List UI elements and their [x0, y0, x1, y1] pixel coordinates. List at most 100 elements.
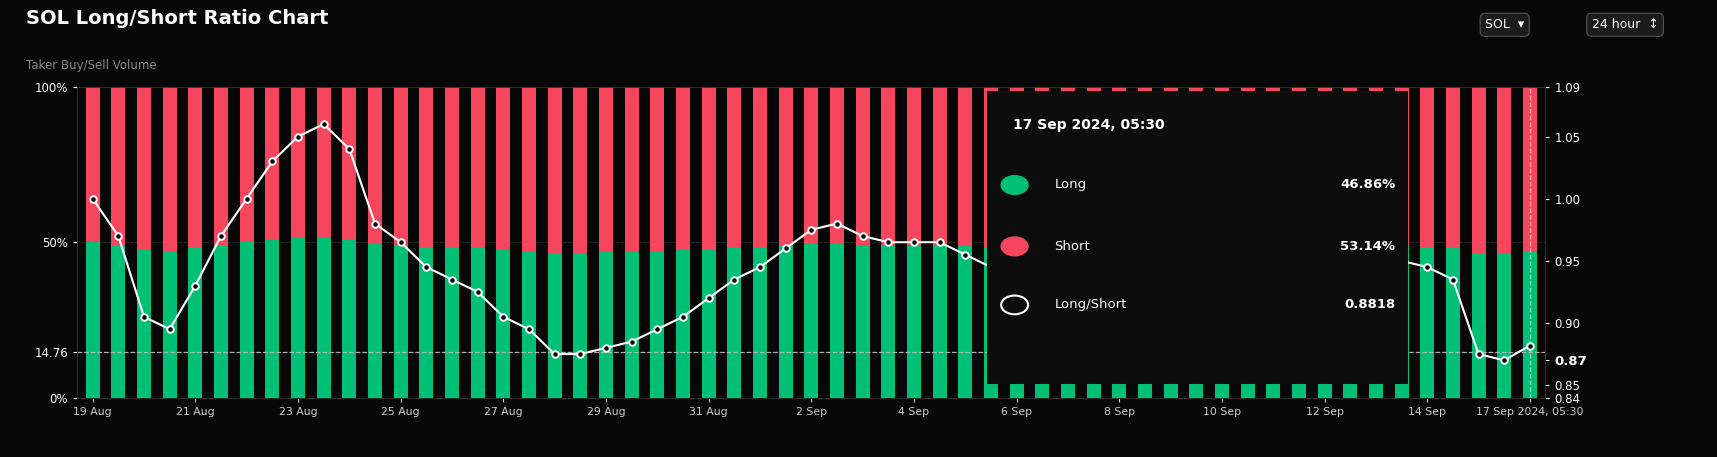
Text: SOL  ▾: SOL ▾ — [1485, 18, 1525, 31]
Point — [951, 251, 979, 258]
Bar — [1368, 87, 1382, 247]
Bar — [112, 244, 125, 398]
Bar — [778, 245, 793, 398]
Point — [208, 232, 235, 239]
Text: Taker Buy/Sell Volume: Taker Buy/Sell Volume — [26, 59, 156, 72]
Bar — [1291, 87, 1307, 249]
Bar — [599, 87, 613, 252]
Bar — [728, 247, 742, 398]
Bar — [1087, 87, 1101, 244]
Bar — [1113, 242, 1126, 398]
Point — [489, 313, 517, 320]
Bar — [496, 87, 510, 250]
Bar — [573, 87, 587, 253]
Bar — [316, 238, 331, 398]
Point — [182, 282, 209, 289]
Bar — [1010, 248, 1023, 398]
Bar — [1343, 251, 1358, 398]
Bar — [599, 252, 613, 398]
Bar — [778, 87, 793, 245]
Point — [438, 276, 465, 283]
Bar — [1164, 240, 1178, 398]
Bar — [393, 87, 407, 245]
Bar — [1138, 87, 1152, 241]
Text: Short: Short — [1054, 240, 1090, 253]
Bar — [290, 239, 306, 398]
Bar — [1035, 249, 1049, 398]
Text: 17 Sep 2024, 05:30: 17 Sep 2024, 05:30 — [1013, 118, 1164, 132]
Bar — [1523, 87, 1537, 252]
Bar — [137, 250, 151, 398]
Bar — [1471, 87, 1485, 253]
Bar — [1190, 87, 1204, 239]
Point — [105, 232, 132, 239]
Bar — [984, 87, 998, 247]
Bar — [1497, 87, 1511, 253]
Point — [1209, 170, 1236, 177]
Bar — [907, 245, 920, 398]
Bar — [367, 87, 383, 244]
Bar — [137, 87, 151, 250]
Point — [567, 351, 594, 358]
Point — [695, 294, 723, 302]
Point — [1516, 342, 1544, 349]
Bar — [651, 87, 664, 251]
Text: 46.86%: 46.86% — [1339, 179, 1396, 191]
Bar — [419, 87, 433, 247]
Bar — [1523, 252, 1537, 398]
Point — [1106, 195, 1133, 202]
Text: 53.14%: 53.14% — [1341, 240, 1396, 253]
Bar — [264, 240, 280, 398]
Bar — [573, 253, 587, 398]
Bar — [445, 247, 458, 398]
Bar — [1471, 253, 1485, 398]
Bar — [496, 250, 510, 398]
Point — [464, 288, 491, 296]
Bar — [676, 87, 690, 250]
Point — [79, 195, 106, 202]
Bar — [1240, 87, 1255, 243]
Point — [977, 263, 1004, 271]
Point — [874, 239, 901, 246]
Bar — [163, 251, 177, 398]
Bar — [522, 87, 536, 251]
Bar — [1010, 87, 1023, 248]
Bar — [829, 87, 845, 244]
Bar — [316, 87, 331, 238]
Point — [1260, 251, 1288, 258]
Bar — [240, 242, 254, 398]
Bar — [1420, 87, 1434, 247]
Bar — [1113, 87, 1126, 242]
Bar — [1317, 87, 1332, 250]
Point — [925, 239, 953, 246]
Bar — [445, 87, 458, 247]
Bar — [1420, 247, 1434, 398]
Text: Long: Long — [1054, 179, 1087, 191]
Bar — [651, 251, 664, 398]
Bar — [215, 244, 228, 398]
Bar — [470, 87, 484, 248]
Point — [747, 263, 774, 271]
Bar — [752, 247, 767, 398]
Point — [156, 325, 184, 333]
Bar — [1240, 243, 1255, 398]
Point — [285, 133, 312, 140]
Point — [1413, 263, 1441, 271]
Point — [670, 313, 697, 320]
Point — [1286, 301, 1314, 308]
Bar — [752, 87, 767, 247]
Point — [644, 325, 671, 333]
Bar — [264, 87, 280, 240]
Point — [1132, 170, 1159, 177]
Bar — [855, 87, 871, 244]
Text: SOL Long/Short Ratio Chart: SOL Long/Short Ratio Chart — [26, 9, 328, 28]
Bar — [932, 245, 946, 398]
Point — [234, 195, 261, 202]
Bar — [702, 249, 716, 398]
Bar — [342, 239, 357, 398]
Bar — [1291, 249, 1307, 398]
Bar — [548, 87, 561, 253]
Point — [309, 121, 337, 128]
Point — [900, 239, 927, 246]
Bar — [1164, 87, 1178, 240]
